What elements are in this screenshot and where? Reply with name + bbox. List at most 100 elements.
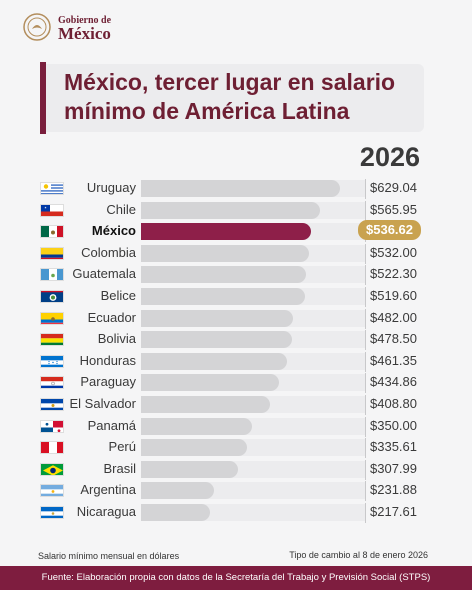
bar (141, 417, 252, 435)
flag-icon (40, 398, 64, 411)
value-divider (365, 308, 366, 329)
bar (141, 504, 210, 521)
value-divider (365, 459, 366, 480)
category-label: Chile (106, 201, 136, 217)
year-label: 2026 (359, 142, 420, 172)
value-divider (365, 416, 366, 437)
category-label: Belice (100, 288, 136, 303)
bar (141, 201, 321, 219)
bar (141, 460, 239, 478)
value-label: $408.80 (370, 396, 417, 411)
value-divider (365, 395, 366, 415)
value-label: $478.50 (370, 331, 417, 347)
flag-icon (40, 441, 64, 455)
bar (141, 266, 307, 284)
flag-icon (40, 182, 64, 195)
flag-icon (40, 484, 64, 498)
bar (141, 396, 271, 413)
value-label: $532.00 (370, 244, 417, 260)
source-banner: Fuente: Elaboración propia con datos de … (0, 566, 472, 590)
value-divider (365, 265, 366, 286)
category-label: Honduras (79, 352, 136, 368)
flag-icon (40, 290, 64, 303)
bar (141, 309, 294, 327)
gobierno-de-mexico-logo: Gobierno de México (22, 12, 152, 46)
bar (141, 244, 310, 262)
flag-icon (40, 333, 64, 347)
bar-row-panamá: Panamá $350.00 (0, 415, 472, 437)
bar (141, 439, 248, 457)
value-divider (365, 287, 366, 307)
value-label: $522.30 (370, 266, 417, 282)
value-divider (365, 503, 366, 523)
title-accent-bar (40, 62, 46, 134)
flag-icon (40, 268, 64, 282)
bar (141, 288, 306, 305)
bar-row-chile: Chile $565.95 (0, 199, 472, 221)
bar (141, 352, 287, 370)
bar-row-ecuador: Ecuador $482.00 (0, 307, 472, 329)
title-panel (44, 64, 424, 132)
category-label: Ecuador (87, 309, 136, 325)
flag-icon (40, 462, 64, 476)
national-seal-icon (23, 13, 51, 41)
bar-row-el-salvador: El Salvador $408.80 (0, 393, 472, 415)
flag-icon (40, 376, 64, 390)
value-label: $519.60 (370, 288, 417, 303)
value-label: $307.99 (370, 460, 417, 476)
bar-row-perú: Perú $335.61 (0, 436, 472, 459)
value-label: $350.00 (370, 417, 417, 433)
bar (141, 331, 293, 349)
value-label: $629.04 (370, 180, 417, 195)
category-label: Perú (108, 439, 136, 455)
value-divider (365, 351, 366, 372)
bar-row-colombia: Colombia $532.00 (0, 242, 472, 264)
value-label: $231.88 (370, 482, 417, 498)
bar-row-guatemala: Guatemala $522.30 (0, 263, 472, 286)
category-label: Argentina (80, 482, 136, 498)
category-label: Nicaragua (76, 504, 136, 519)
bar (141, 180, 340, 197)
flag-icon (40, 246, 64, 260)
value-label: $335.61 (370, 439, 417, 455)
bar (141, 374, 279, 392)
bar-row-méxico: México $536.62 (0, 220, 472, 243)
bar (141, 223, 311, 241)
flag-icon (40, 354, 64, 368)
flag-icon (40, 311, 64, 325)
units-note: Salario mínimo mensual en dólares (38, 551, 180, 561)
flag-icon (40, 203, 64, 217)
category-label: Colombia (81, 244, 136, 260)
bar-row-nicaragua: Nicaragua $217.61 (0, 501, 472, 523)
logo-line1: Gobierno de (58, 15, 112, 26)
value-label: $434.86 (370, 374, 417, 390)
flag-icon (40, 419, 64, 433)
category-label: Brasil (103, 460, 136, 476)
value-divider (365, 438, 366, 459)
category-label: México (91, 223, 136, 239)
flag-icon (40, 506, 64, 519)
bar (141, 482, 215, 500)
logo-line2: México (58, 24, 111, 43)
value-label: $217.61 (370, 504, 417, 519)
bar-row-belice: Belice $519.60 (0, 285, 472, 307)
value-divider (365, 373, 366, 394)
value-divider (365, 200, 366, 221)
value-label: $565.95 (370, 201, 417, 217)
bar-row-brasil: Brasil $307.99 (0, 458, 472, 480)
category-label: Guatemala (72, 266, 136, 282)
value-divider (365, 481, 366, 502)
value-divider (365, 179, 366, 199)
value-divider (365, 330, 366, 351)
bar-row-argentina: Argentina $231.88 (0, 479, 472, 502)
exchange-rate-note: Tipo de cambio al 8 de enero 2026 (289, 550, 428, 560)
category-label: Uruguay (86, 180, 136, 195)
page-title: México, tercer lugar en salario mínimo d… (64, 69, 396, 124)
value-label: $461.35 (370, 352, 417, 368)
value-label: $536.62 (358, 220, 421, 241)
bar-row-honduras: Honduras $461.35 (0, 350, 472, 372)
category-label: Paraguay (80, 374, 136, 390)
value-divider (365, 243, 366, 264)
